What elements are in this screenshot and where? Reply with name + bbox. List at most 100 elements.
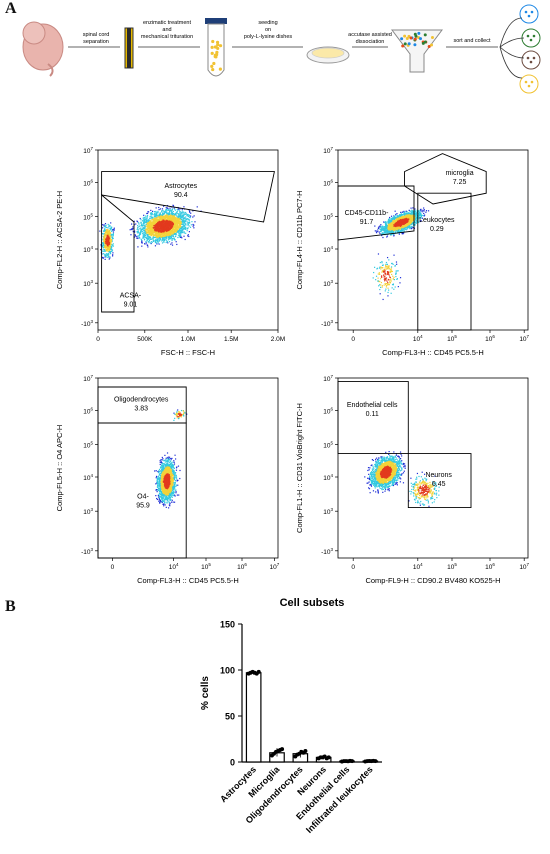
- gate-label: Endothelial cells: [347, 402, 398, 409]
- x-tick-label: 104: [413, 334, 423, 343]
- step-label-2: enzimatic treatment and mechanical tritura…: [141, 20, 193, 40]
- x-tick-label: 0: [111, 564, 115, 571]
- gate-label: Astrocytes: [164, 183, 197, 190]
- x-tick-label: 107: [519, 334, 529, 343]
- y-tick-label: 104: [323, 245, 333, 254]
- gate-label: Leukocytes: [419, 217, 455, 224]
- y-axis-label: Comp-FL4-H :: CD11b PC7-H: [295, 190, 304, 289]
- gate-label: ACSA-: [120, 293, 142, 300]
- gate-value: 91.7: [360, 219, 374, 226]
- x-axis-label: Comp-FL9-H :: CD90.2 BV480 KO525-H: [365, 576, 500, 585]
- embryo-icon: [22, 21, 64, 77]
- data-point: [303, 748, 308, 753]
- facs-plot-oligodendrocytes: Oligodendrocytes 3.83 O4- 95.9 -103 103 104 105…: [52, 370, 290, 600]
- y-tick-label: 105: [323, 213, 333, 222]
- x-tick-label: 106: [485, 334, 495, 343]
- x-tick-label: 105: [447, 562, 457, 571]
- dish-icon: [306, 46, 350, 64]
- data-point: [280, 747, 285, 752]
- step-label-1: spinal cord separation: [83, 32, 110, 45]
- y-tick-label: 105: [83, 213, 93, 222]
- spinal-cord-icon: [124, 27, 134, 69]
- gate-label: microglia: [446, 170, 474, 177]
- x-tick-label: 105: [201, 562, 211, 571]
- data-point: [350, 759, 355, 764]
- facs-plot-neurons: Endothelial cells 0.11 Neurons 6.45 -103 103 1…: [292, 370, 542, 600]
- y-tick-label: 150: [220, 620, 235, 630]
- y-tick-label: 100: [220, 666, 235, 676]
- facs-plot-microglia: microglia 7.25 CD45-CD11b- 91.7 Leukocytes 0.…: [292, 142, 542, 372]
- gate-label: O4-: [137, 494, 149, 501]
- y-axis-label: Comp-FL1-H :: CD31 VioBright FITC-H: [295, 403, 304, 533]
- gate-label: Neurons: [425, 472, 452, 479]
- y-tick-label: 50: [225, 712, 235, 722]
- x-tick-label: 107: [519, 562, 529, 571]
- x-tick-label: 105: [447, 334, 457, 343]
- y-axis-label: % cells: [200, 676, 211, 710]
- gate-value: 6.45: [432, 481, 446, 488]
- x-tick-label: 104: [169, 562, 179, 571]
- x-tick-label: 107: [270, 562, 280, 571]
- x-tick-label: 2.0M: [271, 336, 285, 343]
- panel-letter-a: A: [5, 0, 17, 17]
- tube-icon: [205, 18, 227, 77]
- x-tick-label: 106: [485, 562, 495, 571]
- y-tick-label: 105: [83, 441, 93, 450]
- y-tick-label: 0: [230, 758, 235, 768]
- x-tick-label: 106: [237, 562, 247, 571]
- y-tick-label: 103: [323, 507, 333, 516]
- y-tick-label: 107: [83, 374, 93, 383]
- y-tick-label: 104: [323, 473, 333, 482]
- gate-value: 3.83: [134, 405, 148, 412]
- step-label-3: seeding on poly-L-lysine dishes: [244, 20, 293, 40]
- gate-value: 0.29: [430, 226, 444, 233]
- x-tick-label: 104: [413, 562, 423, 571]
- y-tick-label: 103: [83, 507, 93, 516]
- y-tick-label: 105: [323, 441, 333, 450]
- x-tick-label: 1.0M: [181, 336, 195, 343]
- y-tick-label: 107: [83, 146, 93, 155]
- y-tick-label: 106: [83, 178, 93, 187]
- y-tick-label: 104: [83, 473, 93, 482]
- funnel-icon: [391, 29, 443, 73]
- gate-0: [101, 171, 275, 223]
- gate-value: 7.25: [453, 179, 467, 186]
- x-tick-label: 0: [96, 336, 100, 343]
- y-tick-label: -103: [81, 547, 93, 556]
- data-point: [326, 755, 331, 760]
- y-tick-label: 107: [323, 146, 333, 155]
- x-axis-label: Comp-FL3-H :: CD45 PC5.5-H: [382, 348, 484, 357]
- y-tick-label: 106: [323, 406, 333, 415]
- y-axis-label: Comp-FL2-H :: ACSA-2 PE-H: [55, 191, 64, 289]
- step-label-5: sort and collect: [454, 38, 491, 44]
- x-axis-label: FSC-H :: FSC-H: [161, 348, 215, 357]
- workflow-diagram: spinal cord separation enzimatic treatmen…: [22, 4, 541, 94]
- facs-plot-astrocytes: Astrocytes 90.4 ACSA- 9.01 -103 103 104 105 106 1…: [52, 142, 290, 372]
- step-label-4: accutase assisted dissociation: [348, 32, 392, 45]
- y-tick-label: 106: [323, 178, 333, 187]
- gate-2: [417, 192, 472, 331]
- gate-label: Oligodendrocytes: [114, 396, 169, 403]
- y-axis-label: Comp-FL5-H :: O4 APC-H: [55, 425, 64, 512]
- gate-1: [97, 422, 187, 559]
- y-tick-label: 103: [323, 279, 333, 288]
- chart-title: Cell subsets: [280, 597, 345, 609]
- data-point: [373, 759, 378, 764]
- bar-0: [245, 672, 262, 763]
- x-tick-label: 0: [351, 564, 355, 571]
- gate-1: [407, 453, 472, 509]
- gate-value: 0.11: [366, 411, 379, 418]
- y-tick-label: -103: [321, 547, 333, 556]
- y-tick-label: 106: [83, 406, 93, 415]
- data-point: [256, 669, 261, 674]
- panel-letter-b: B: [5, 598, 16, 615]
- y-tick-label: 107: [323, 374, 333, 383]
- x-tick-label: 500K: [137, 336, 153, 343]
- collected-cells-icons: [519, 4, 541, 94]
- gate-value: 9.01: [124, 302, 138, 309]
- x-tick-label: 0: [351, 336, 355, 343]
- gate-label: CD45-CD11b-: [345, 210, 389, 217]
- gate-value: 90.4: [174, 192, 188, 199]
- gate-value: 95.9: [136, 503, 150, 510]
